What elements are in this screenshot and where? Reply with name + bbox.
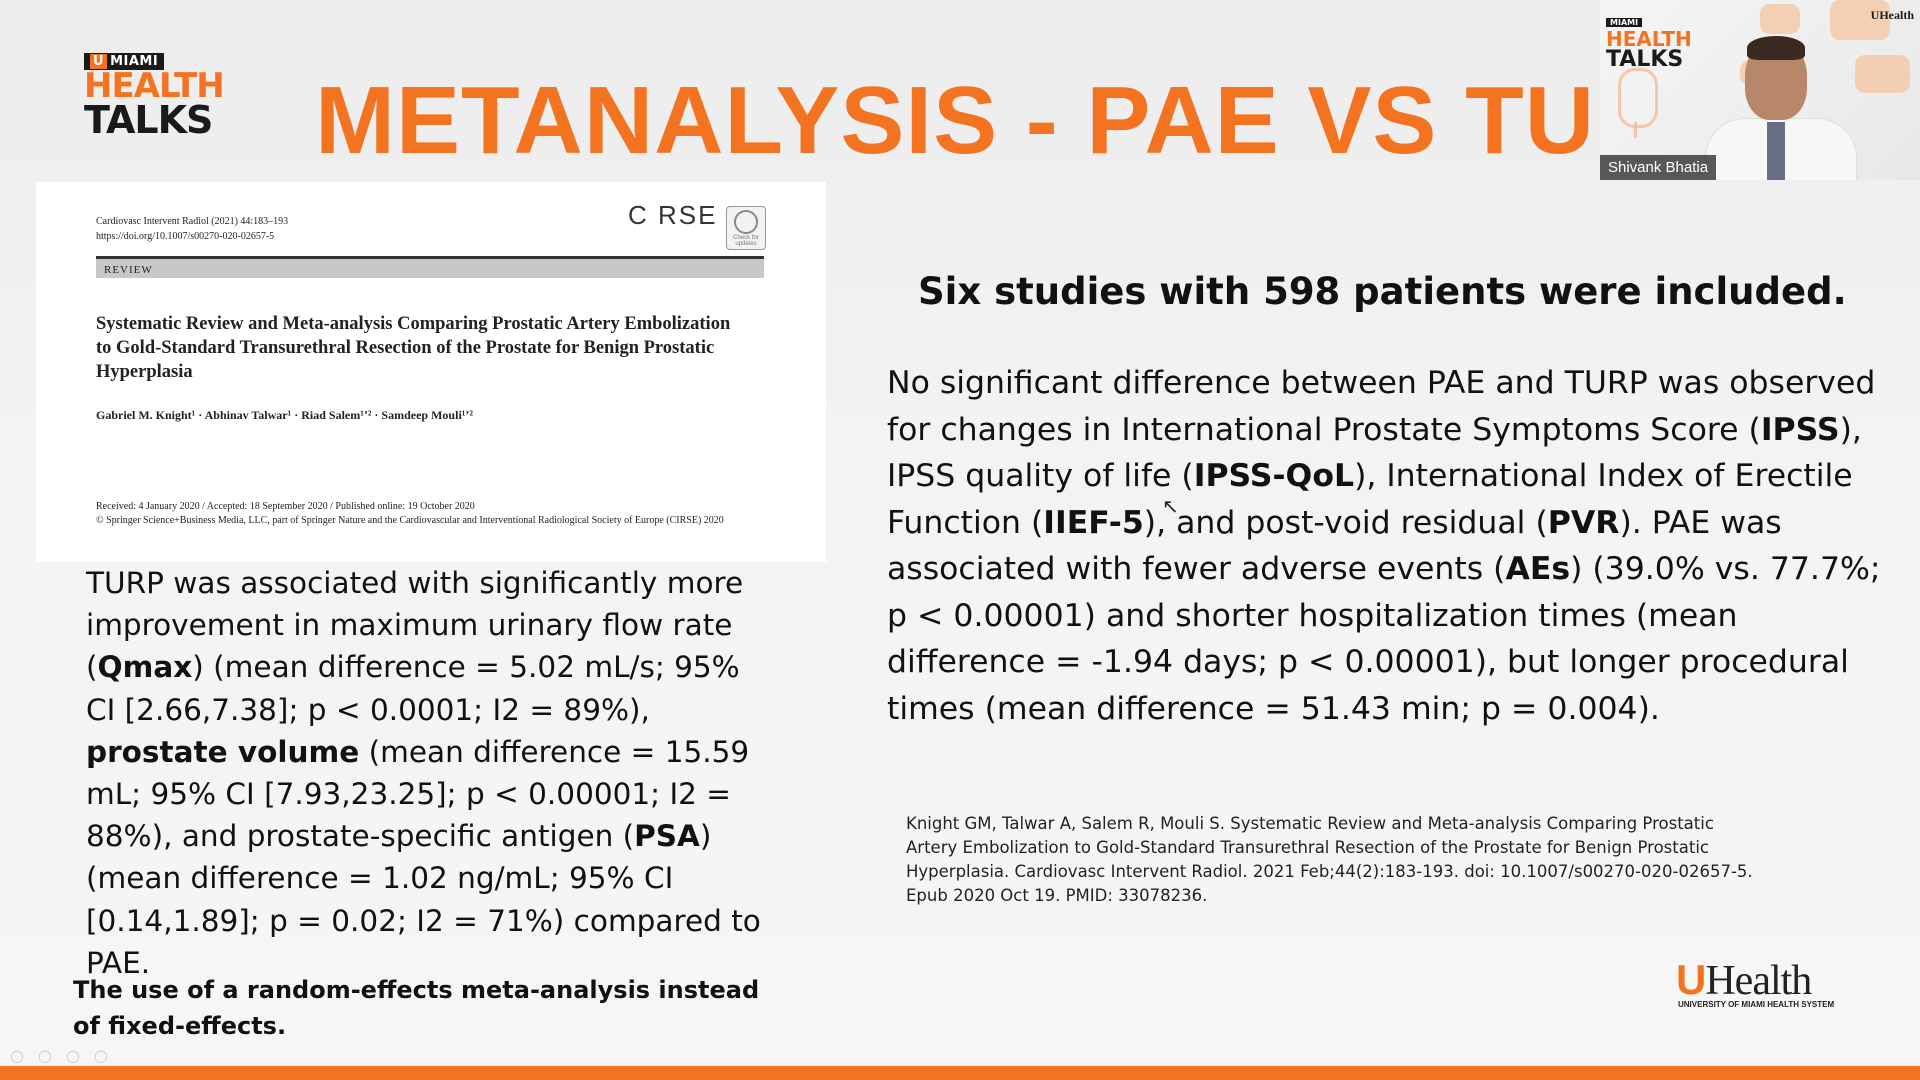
paper-authors: Gabriel M. Knight¹ · Abhinav Talwar¹ · R… bbox=[96, 408, 473, 422]
video-health-talks-logo: MIAMI HEALTH TALKS bbox=[1606, 10, 1692, 71]
term-aes: AEs bbox=[1505, 551, 1571, 587]
term-ipss: IPSS bbox=[1760, 411, 1840, 448]
doi-link: https://doi.org/10.1007/s00270-020-02657… bbox=[96, 231, 275, 242]
text-span: ) (mean difference = 5.02 mL/s; 95% CI [… bbox=[86, 650, 740, 727]
bottom-accent-bar bbox=[0, 1066, 1920, 1080]
check-updates-label: Check for updates bbox=[733, 235, 759, 247]
copyright-notice: © Springer Science+Business Media, LLC, … bbox=[96, 515, 724, 526]
studies-heading: Six studies with 598 patients were inclu… bbox=[918, 270, 1847, 313]
participant-video-tile[interactable]: MIAMI HEALTH TALKS UHealth Shivank Bhati… bbox=[1600, 0, 1920, 180]
uhealth-brand: Health bbox=[1705, 958, 1812, 1004]
text-span: ). PAE was associated with fewer adverse… bbox=[887, 504, 1782, 588]
logo-line-talks: TALKS bbox=[84, 98, 213, 142]
text-span: ), and post-void residual ( bbox=[1143, 504, 1548, 541]
uhealth-subtitle: UNIVERSITY OF MIAMI HEALTH SYSTEM bbox=[1678, 1000, 1835, 1009]
presentation-controls-icons[interactable]: ○○○○ bbox=[10, 1046, 122, 1065]
check-updates-icon bbox=[734, 210, 758, 234]
term-pvr: PVR bbox=[1547, 504, 1620, 541]
text-span: ) (39.0% vs. 77.7%; p < 0.00001) and sho… bbox=[887, 551, 1881, 727]
decor-bubble bbox=[1830, 0, 1890, 40]
uhealth-logo: UHealth UNIVERSITY OF MIAMI HEALTH SYSTE… bbox=[1676, 958, 1836, 1010]
miami-badge: U MIAMI bbox=[84, 53, 165, 70]
participant-name-label: Shivank Bhatia bbox=[1600, 155, 1717, 180]
speaker-tie bbox=[1767, 122, 1785, 180]
microphone-stand-icon bbox=[1634, 122, 1637, 138]
uhealth-wordmark: UHealth bbox=[1676, 956, 1812, 1004]
paper-header-image: Cardiovasc Intervent Radiol (2021) 44:18… bbox=[36, 182, 826, 562]
paper-title: Systematic Review and Meta-analysis Comp… bbox=[96, 314, 731, 382]
check-for-updates-badge: Check for updates bbox=[726, 206, 766, 250]
mouse-cursor-icon: ↖ bbox=[1162, 494, 1179, 518]
left-findings-text: TURP was associated with significantly m… bbox=[86, 562, 766, 984]
term-prostate-volume: prostate volume bbox=[86, 734, 360, 769]
miami-label: MIAMI bbox=[110, 54, 159, 69]
method-note: The use of a random-effects meta-analysi… bbox=[73, 976, 760, 1040]
term-psa: PSA bbox=[634, 819, 700, 854]
term-iief-5: IIEF-5 bbox=[1043, 504, 1144, 541]
term-ipss-qol: IPSS-QoL bbox=[1193, 458, 1355, 494]
received-dates: Received: 4 January 2020 / Accepted: 18 … bbox=[96, 501, 475, 512]
health-talks-logo: U MIAMI HEALTH TALKS bbox=[84, 50, 225, 142]
video-miami-badge: MIAMI bbox=[1606, 18, 1643, 27]
paper-dates: Received: 4 January 2020 / Accepted: 18 … bbox=[96, 500, 776, 528]
text-span: ), International Index of Erectile Funct… bbox=[887, 458, 1853, 541]
uhealth-u-mark: U bbox=[1676, 956, 1706, 1003]
journal-citation: Cardiovasc Intervent Radiol (2021) 44:18… bbox=[96, 216, 289, 227]
section-label: REVIEW bbox=[96, 256, 764, 278]
text-span: ) (mean difference = 1.02 ng/mL; 95% CI … bbox=[86, 819, 761, 980]
speaker-video bbox=[1705, 36, 1857, 180]
video-logo-health: HEALTH bbox=[1606, 27, 1692, 51]
text-span: (mean difference = 15.59 mL; 95% CI [7.9… bbox=[86, 734, 750, 854]
slide-title: METANALYSIS - PAE VS TURP bbox=[315, 67, 1605, 174]
video-uhealth-mark: UHealth bbox=[1870, 8, 1914, 22]
logo-line-health: HEALTH bbox=[84, 66, 225, 106]
text-span: TURP was associated with significantly m… bbox=[86, 566, 744, 685]
u-mark: U bbox=[90, 54, 108, 69]
decor-bubble bbox=[1760, 4, 1800, 34]
right-findings-text: No significant difference between PAE an… bbox=[887, 360, 1897, 732]
microphone-icon bbox=[1618, 68, 1658, 128]
text-span: ), IPSS quality of life ( bbox=[887, 411, 1862, 495]
cirse-logo: C RSE bbox=[628, 200, 718, 230]
text-span: No significant difference between PAE an… bbox=[887, 365, 1876, 448]
speaker-hair bbox=[1747, 36, 1805, 60]
video-logo-talks: TALKS bbox=[1606, 47, 1684, 72]
term-qmax: Qmax bbox=[97, 650, 193, 685]
paper-meta: Cardiovasc Intervent Radiol (2021) 44:18… bbox=[96, 214, 288, 244]
decor-bubble bbox=[1855, 55, 1910, 93]
reference-citation: Knight GM, Talwar A, Salem R, Mouli S. S… bbox=[906, 814, 1753, 905]
